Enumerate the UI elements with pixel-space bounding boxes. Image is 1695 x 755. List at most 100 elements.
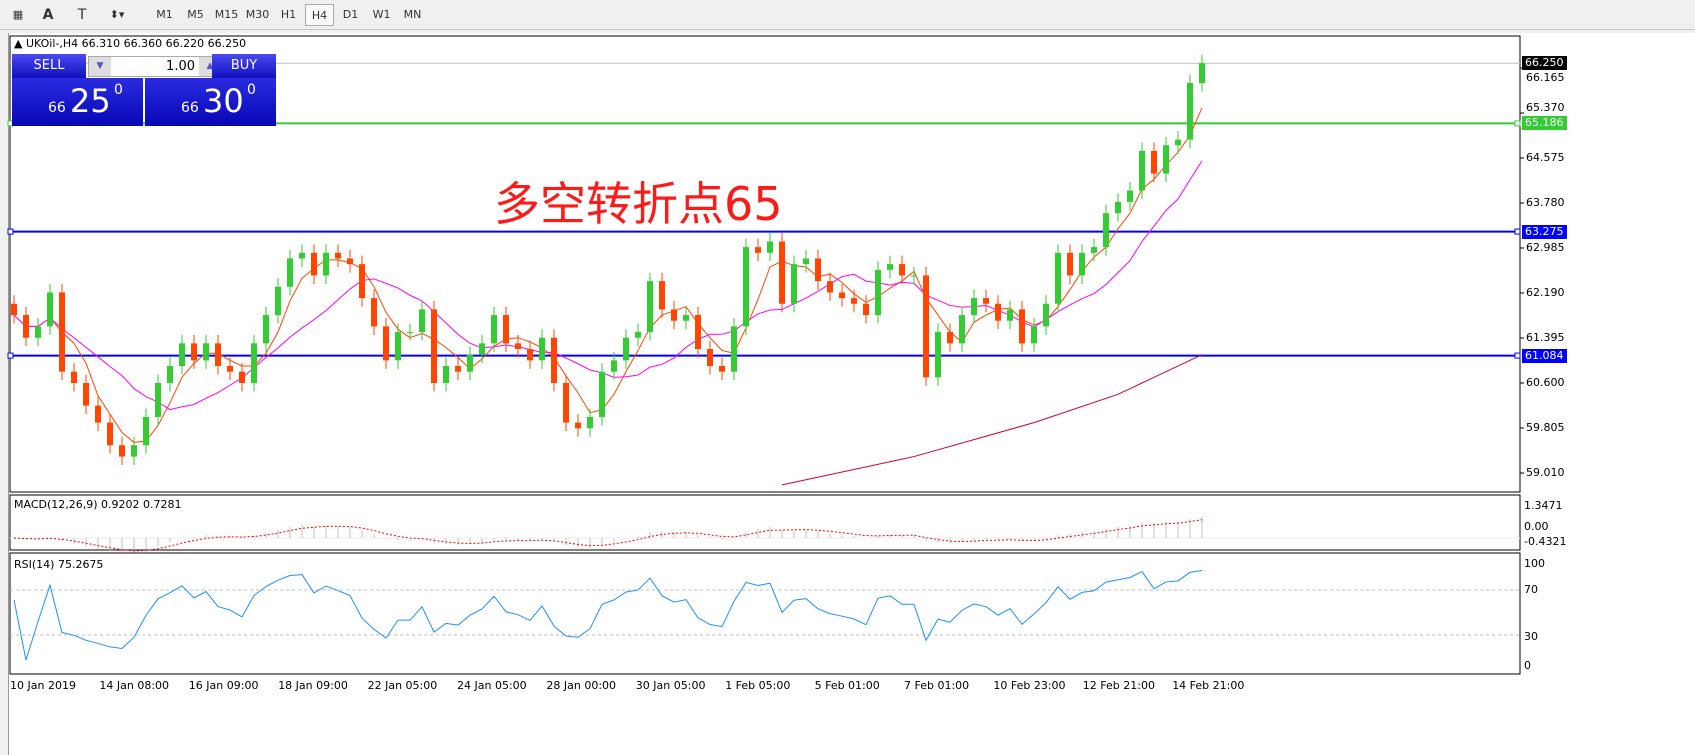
candle-body bbox=[455, 366, 461, 372]
candle-body bbox=[923, 275, 929, 378]
price-tick-label: 62.985 bbox=[1526, 240, 1565, 254]
candle-body bbox=[491, 315, 497, 344]
candle-body bbox=[1007, 309, 1013, 321]
macd-label: MACD(12,26,9) 0.9202 0.7281 bbox=[14, 498, 182, 511]
text-label-icon[interactable]: T bbox=[77, 7, 87, 23]
candle-body bbox=[59, 292, 65, 372]
buy-price-button[interactable]: 66 30 0 bbox=[145, 78, 276, 126]
candle-body bbox=[995, 303, 1001, 321]
candle-body bbox=[1043, 303, 1049, 327]
candle-body bbox=[959, 315, 965, 344]
candle-body bbox=[563, 382, 569, 423]
candle-body bbox=[263, 315, 269, 344]
collapse-icon[interactable]: ▲ bbox=[14, 37, 26, 50]
price-tick-label: 66.165 bbox=[1526, 71, 1565, 85]
time-label: 1 Feb 05:00 bbox=[725, 679, 791, 692]
candle-body bbox=[767, 241, 773, 253]
volume-decrease-button[interactable]: ▼ bbox=[89, 57, 111, 76]
timeframe-m1[interactable]: M1 bbox=[156, 8, 173, 21]
candle-body bbox=[371, 298, 377, 327]
text-icon[interactable]: A bbox=[42, 7, 54, 23]
fibo-grid-icon[interactable]: ▦ bbox=[12, 8, 24, 21]
timeframe-m15[interactable]: M15 bbox=[214, 8, 239, 21]
candle-body bbox=[191, 343, 197, 361]
time-label: 14 Feb 21:00 bbox=[1172, 679, 1245, 692]
one-click-trading-panel: SELL ▼ 1.00 ▲ BUY 66 25 0 66 30 0 bbox=[12, 54, 276, 126]
price-tick-label: 60.600 bbox=[1526, 375, 1565, 389]
time-label: 10 Jan 2019 bbox=[10, 679, 76, 692]
macd-tick-label: 0.00 bbox=[1524, 520, 1549, 533]
candle-body bbox=[731, 326, 737, 372]
candle-body bbox=[299, 252, 305, 259]
candle-body bbox=[827, 281, 833, 293]
candle-body bbox=[671, 309, 677, 321]
candle-body bbox=[479, 343, 485, 355]
toolbar: ▦ A T ⬍▾ M1 M5 M15 M30 H1 H4 D1 W1 MN bbox=[0, 0, 1695, 30]
timeframe-mn[interactable]: MN bbox=[403, 8, 422, 21]
timeframe-m30[interactable]: M30 bbox=[245, 8, 270, 21]
hline-label: 63.275 bbox=[1522, 224, 1567, 239]
candle-body bbox=[1079, 252, 1085, 276]
candle-body bbox=[323, 252, 329, 276]
candle-body bbox=[287, 258, 293, 287]
candle-body bbox=[1163, 145, 1169, 174]
timeframe-h1[interactable]: H1 bbox=[280, 8, 297, 21]
timeframe-m5[interactable]: M5 bbox=[187, 8, 204, 21]
rsi-frame bbox=[9, 552, 1521, 675]
line-handle bbox=[1514, 352, 1521, 359]
price-tick-label: 63.780 bbox=[1526, 196, 1565, 209]
candle-body bbox=[791, 264, 797, 304]
rsi-label: RSI(14) 75.2675 bbox=[14, 558, 104, 571]
macd-signal-line bbox=[13, 519, 1203, 552]
sell-price-button[interactable]: 66 25 0 bbox=[12, 78, 143, 126]
line-handle bbox=[7, 228, 14, 235]
candle-body bbox=[899, 264, 905, 276]
candle-body bbox=[611, 360, 617, 372]
candle-body bbox=[755, 247, 761, 253]
candle-body bbox=[647, 281, 653, 333]
price-tick-label: 62.190 bbox=[1526, 285, 1565, 299]
candle-body bbox=[1031, 326, 1037, 344]
timeframe-h4[interactable]: H4 bbox=[305, 4, 334, 26]
buy-button[interactable]: BUY bbox=[212, 54, 276, 78]
candle-body bbox=[863, 303, 869, 316]
volume-field[interactable]: ▼ 1.00 ▲ bbox=[88, 56, 222, 77]
candle-body bbox=[539, 337, 545, 361]
candle-body bbox=[887, 264, 893, 270]
candle-body bbox=[527, 349, 533, 361]
candle-body bbox=[179, 343, 185, 367]
candle-body bbox=[1199, 63, 1205, 84]
timeframe-w1[interactable]: W1 bbox=[372, 8, 391, 21]
candle-body bbox=[143, 416, 149, 446]
candle-body bbox=[947, 332, 953, 344]
candle-body bbox=[47, 292, 53, 327]
candle-body bbox=[11, 303, 17, 316]
candle-body bbox=[227, 366, 233, 372]
candle-body bbox=[683, 315, 689, 321]
line-handle bbox=[1514, 120, 1521, 127]
candle-body bbox=[311, 252, 317, 276]
candle-body bbox=[911, 275, 917, 277]
price-tick-label: 65.370 bbox=[1526, 101, 1565, 115]
macd-tick-label: 1.3471 bbox=[1524, 499, 1563, 512]
arrows-icon[interactable]: ⬍▾ bbox=[109, 8, 125, 21]
candle-body bbox=[587, 416, 593, 429]
symbol-info: ▲ UKOil-,H4 66.310 66.360 66.220 66.250 bbox=[14, 37, 247, 50]
macd-frame bbox=[9, 494, 1521, 551]
candle-body bbox=[419, 309, 425, 333]
candle-body bbox=[251, 343, 257, 383]
candle-body bbox=[695, 315, 701, 350]
candle-body bbox=[107, 422, 113, 446]
candle-body bbox=[23, 315, 29, 338]
annotation-text: 多空转折点65 bbox=[494, 177, 783, 231]
sell-button[interactable]: SELL bbox=[12, 54, 86, 78]
candle-body bbox=[971, 298, 977, 316]
candle-body bbox=[1091, 247, 1097, 253]
candle-body bbox=[35, 326, 41, 338]
price-tick-label: 61.395 bbox=[1526, 330, 1565, 344]
macd-tick-label: -0.4321 bbox=[1524, 535, 1567, 548]
candle-body bbox=[155, 382, 161, 417]
candle-body bbox=[1187, 83, 1193, 140]
timeframe-d1[interactable]: D1 bbox=[342, 8, 359, 21]
